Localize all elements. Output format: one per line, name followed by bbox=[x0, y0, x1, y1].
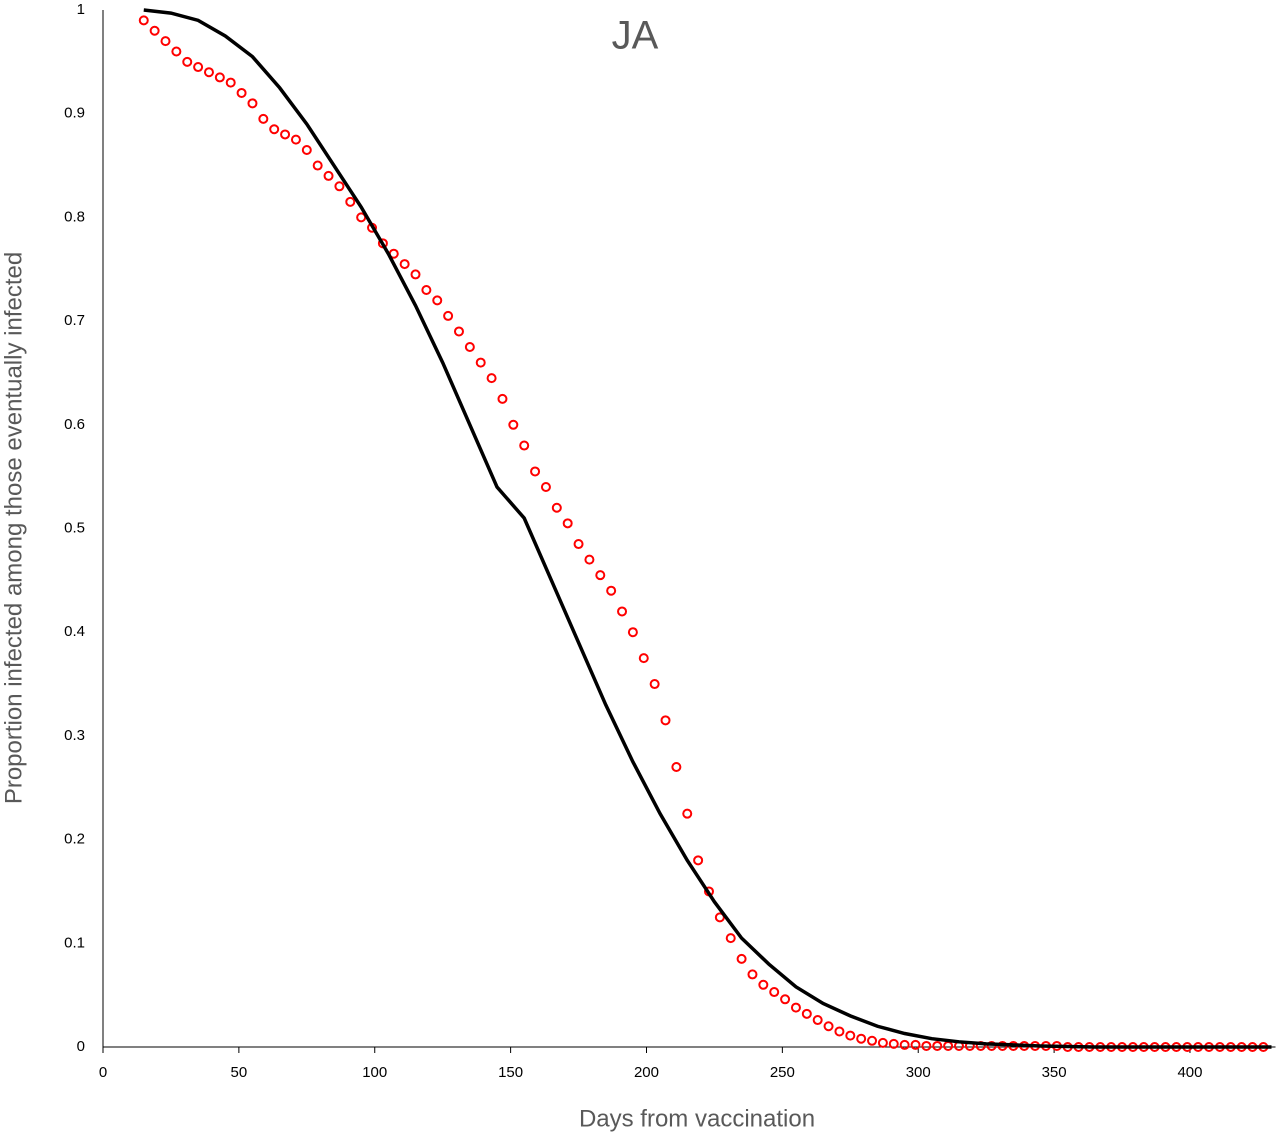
data-point bbox=[660, 715, 671, 726]
x-tick-label: 250 bbox=[770, 1064, 795, 1081]
y-tick-label: 0.2 bbox=[64, 831, 85, 848]
x-axis-title: Days from vaccination bbox=[579, 1105, 815, 1132]
data-point bbox=[573, 539, 584, 550]
data-point bbox=[693, 855, 704, 866]
x-tick-label: 100 bbox=[362, 1064, 387, 1081]
x-tick-label: 50 bbox=[231, 1064, 248, 1081]
y-tick-label: 0.7 bbox=[64, 312, 85, 329]
data-point bbox=[551, 502, 562, 513]
data-point bbox=[682, 808, 693, 819]
data-point bbox=[214, 72, 225, 83]
data-point bbox=[464, 342, 475, 353]
x-tick-label: 200 bbox=[634, 1064, 659, 1081]
y-axis-title: Proportion infected among those eventual… bbox=[0, 252, 27, 804]
data-point bbox=[280, 129, 291, 140]
data-point bbox=[638, 653, 649, 664]
data-point bbox=[812, 1015, 823, 1026]
data-point bbox=[334, 181, 345, 192]
y-tick-label: 0.6 bbox=[64, 416, 85, 433]
data-point bbox=[399, 259, 410, 270]
data-point bbox=[508, 419, 519, 430]
data-point bbox=[138, 15, 149, 26]
x-tick-label: 150 bbox=[498, 1064, 523, 1081]
data-point bbox=[943, 1040, 954, 1051]
x-tick-label: 350 bbox=[1042, 1064, 1067, 1081]
data-point bbox=[247, 98, 258, 109]
y-tick-label: 0 bbox=[77, 1038, 85, 1055]
data-point bbox=[432, 295, 443, 306]
data-point bbox=[725, 933, 736, 944]
line-series bbox=[143, 8, 1272, 1049]
data-point bbox=[758, 979, 769, 990]
x-tick-label: 0 bbox=[99, 1064, 107, 1081]
y-tick-label: 0.4 bbox=[64, 623, 85, 640]
data-point bbox=[475, 357, 486, 368]
data-point bbox=[584, 554, 595, 565]
data-point bbox=[562, 518, 573, 529]
y-tick-label: 0.5 bbox=[64, 519, 85, 536]
data-point bbox=[443, 310, 454, 321]
data-point bbox=[193, 62, 204, 73]
data-point bbox=[486, 373, 497, 384]
data-point bbox=[801, 1008, 812, 1019]
data-point bbox=[301, 144, 312, 155]
data-point bbox=[823, 1021, 834, 1032]
y-tick-label: 0.1 bbox=[64, 934, 85, 951]
data-point bbox=[182, 56, 193, 67]
y-tick-label: 0.9 bbox=[64, 105, 85, 122]
data-point bbox=[290, 134, 301, 145]
data-point bbox=[149, 25, 160, 36]
data-point bbox=[595, 570, 606, 581]
data-point bbox=[323, 170, 334, 181]
data-point bbox=[877, 1037, 888, 1048]
data-point bbox=[203, 67, 214, 78]
data-point bbox=[617, 606, 628, 617]
data-point bbox=[834, 1026, 845, 1037]
data-point bbox=[345, 196, 356, 207]
data-point bbox=[790, 1002, 801, 1013]
data-point bbox=[540, 482, 551, 493]
data-point bbox=[780, 994, 791, 1005]
data-point bbox=[421, 284, 432, 295]
data-point bbox=[649, 679, 660, 690]
data-point bbox=[453, 326, 464, 337]
data-point bbox=[932, 1040, 943, 1051]
data-point bbox=[888, 1038, 899, 1049]
data-point bbox=[845, 1030, 856, 1041]
data-point bbox=[171, 46, 182, 57]
data-point bbox=[769, 987, 780, 998]
data-point bbox=[714, 912, 725, 923]
data-point bbox=[312, 160, 323, 171]
data-point bbox=[671, 762, 682, 773]
x-tick-label: 400 bbox=[1177, 1064, 1202, 1081]
y-tick-label: 0.3 bbox=[64, 727, 85, 744]
data-point bbox=[736, 953, 747, 964]
x-tick-label: 300 bbox=[906, 1064, 931, 1081]
data-point bbox=[269, 124, 280, 135]
data-point bbox=[497, 393, 508, 404]
data-point bbox=[899, 1039, 910, 1050]
data-point bbox=[410, 269, 421, 280]
data-point bbox=[530, 466, 541, 477]
data-point bbox=[519, 440, 530, 451]
data-point bbox=[910, 1039, 921, 1050]
data-point bbox=[606, 585, 617, 596]
y-tick-label: 0.8 bbox=[64, 208, 85, 225]
data-point bbox=[627, 627, 638, 638]
data-point bbox=[747, 969, 758, 980]
data-point bbox=[225, 77, 236, 88]
data-point bbox=[856, 1033, 867, 1044]
data-point bbox=[258, 113, 269, 124]
data-point bbox=[160, 36, 171, 47]
data-point bbox=[867, 1035, 878, 1046]
data-point bbox=[356, 212, 367, 223]
chart-title: JA bbox=[612, 14, 659, 58]
data-point bbox=[236, 87, 247, 98]
data-point bbox=[921, 1040, 932, 1051]
y-tick-label: 1 bbox=[77, 1, 85, 18]
